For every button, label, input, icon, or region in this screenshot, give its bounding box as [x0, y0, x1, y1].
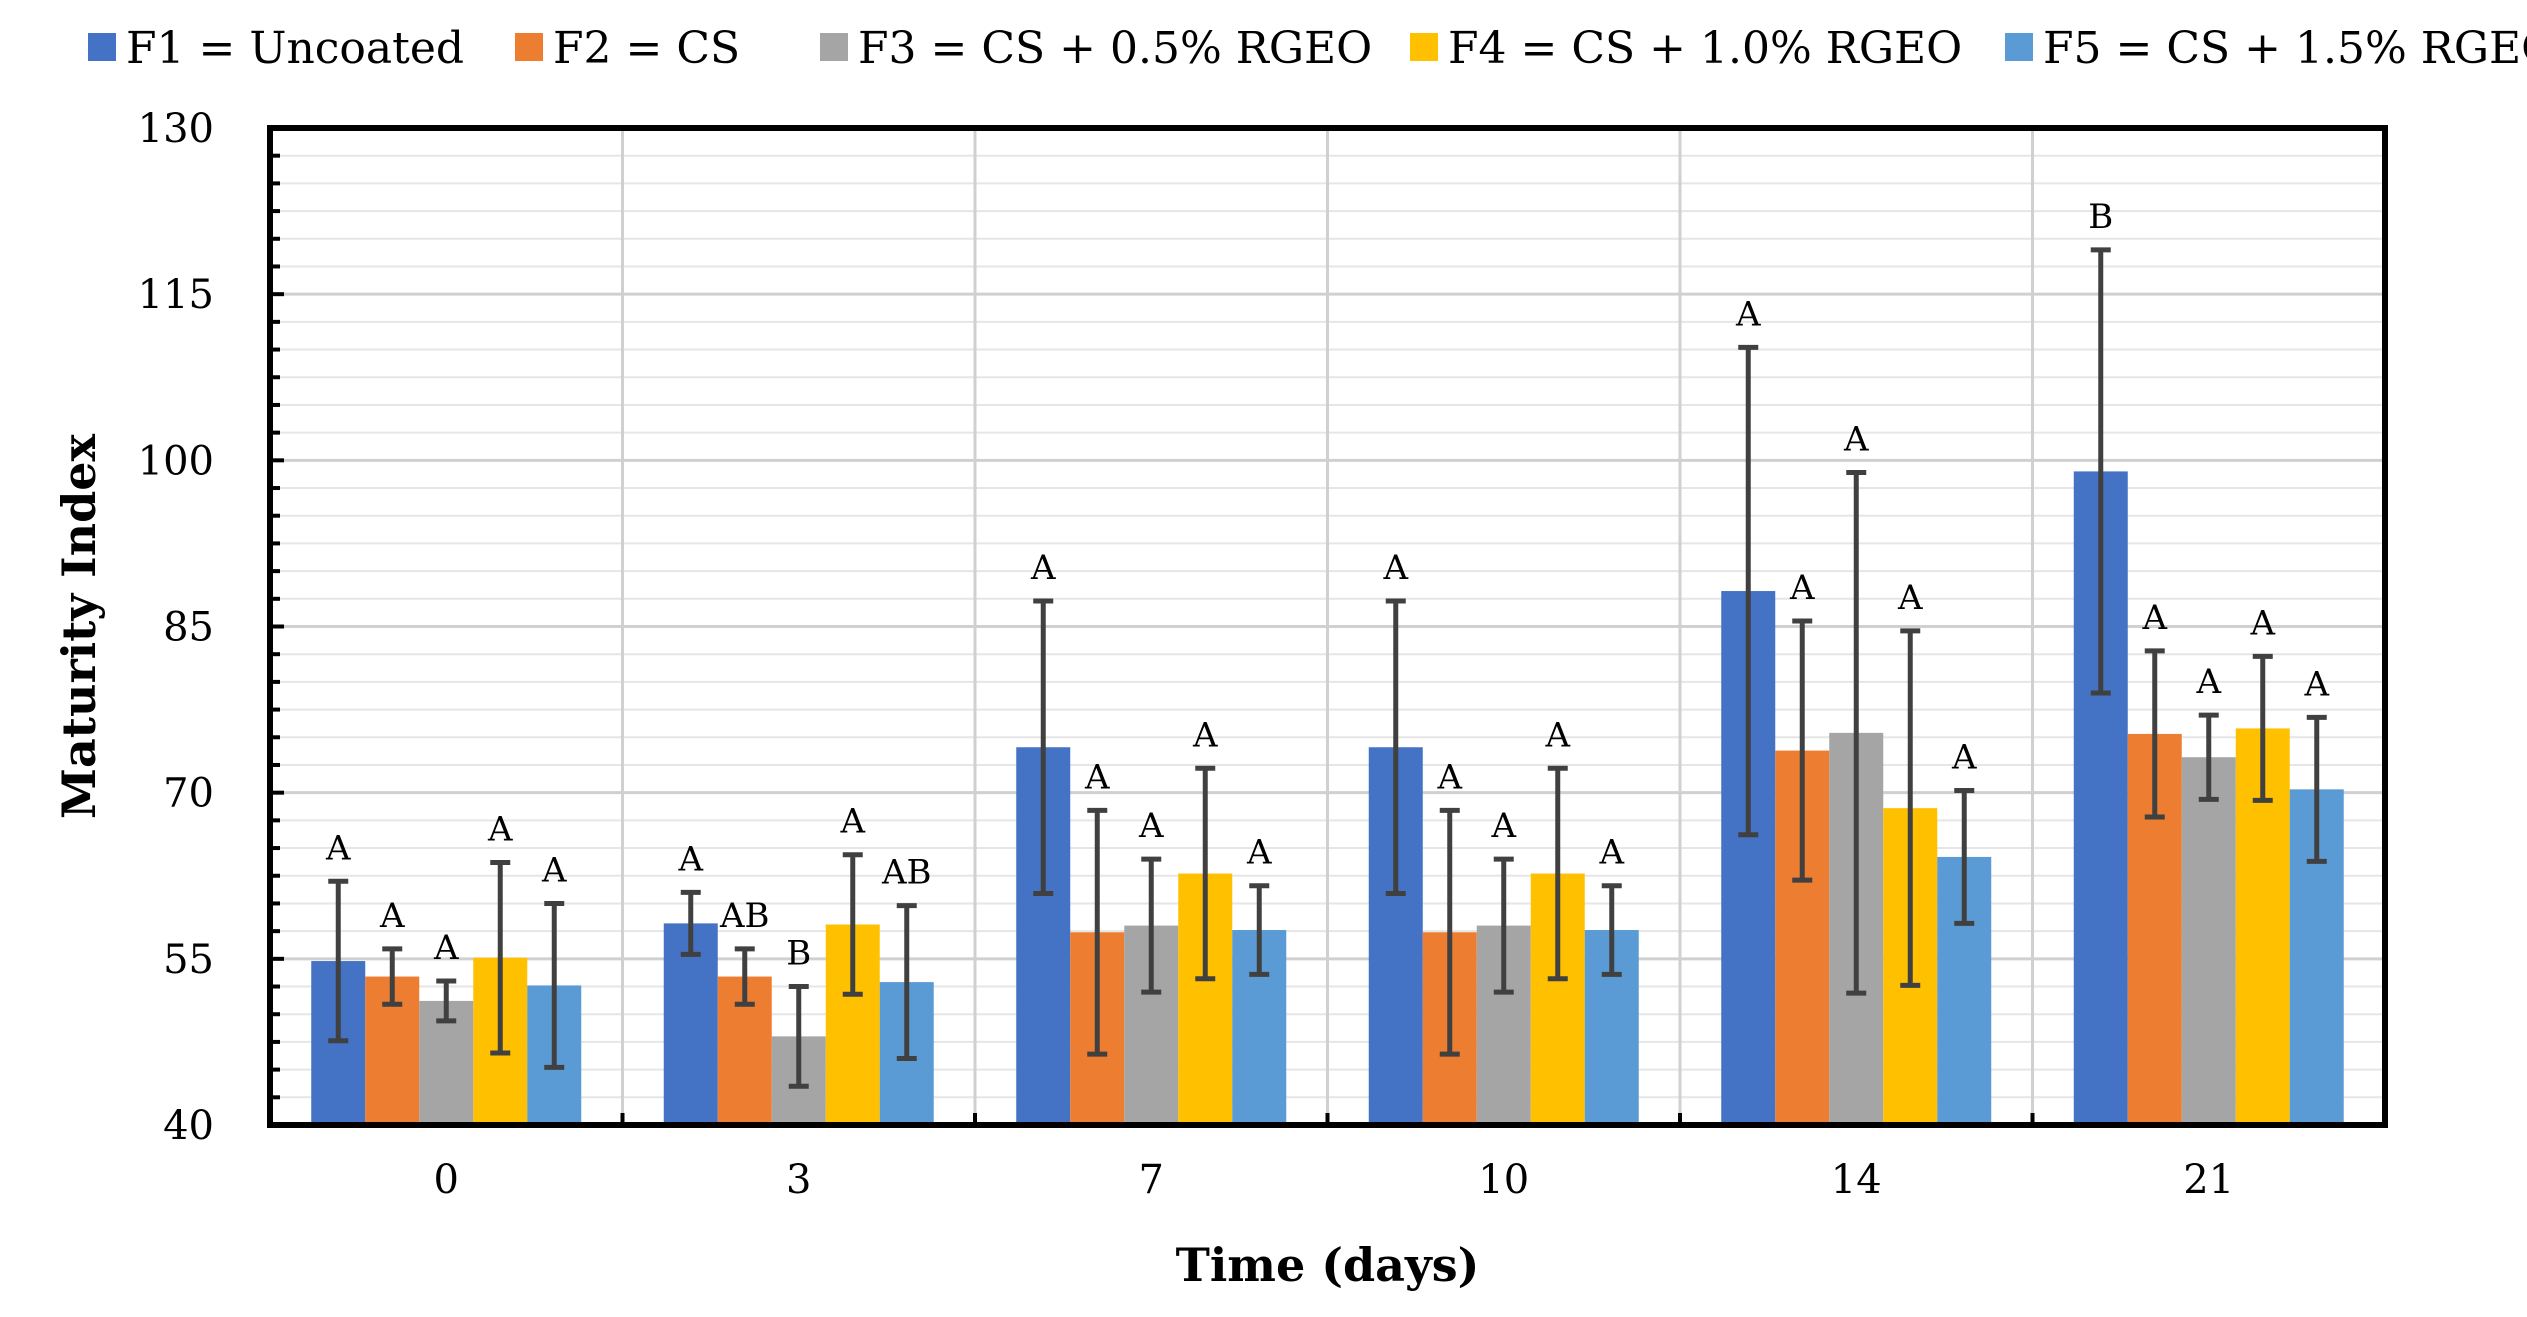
y-tick-label: 115	[138, 272, 214, 318]
significance-letter: A	[487, 809, 513, 849]
legend-label: F4 = CS + 1.0% RGEO	[1448, 23, 1962, 74]
x-tick-label: 3	[786, 1157, 811, 1203]
significance-letter: A	[1030, 548, 1056, 588]
significance-letter: A	[379, 896, 405, 936]
significance-letter: A	[1897, 578, 1923, 618]
significance-letter: A	[1490, 806, 1516, 846]
legend-label: F2 = CS	[553, 23, 740, 74]
y-tick-label: 55	[163, 937, 214, 983]
significance-letter: A	[1138, 806, 1164, 846]
y-tick-label: 85	[163, 605, 214, 651]
significance-letter: A	[1735, 294, 1761, 334]
significance-letter: A	[1598, 833, 1624, 873]
significance-letter: A	[1246, 833, 1272, 873]
legend-swatch	[2005, 33, 2033, 61]
significance-letter: A	[2195, 662, 2221, 702]
significance-letter: A	[433, 928, 459, 968]
legend-label: F3 = CS + 0.5% RGEO	[858, 23, 1372, 74]
significance-letter: AB	[881, 853, 932, 893]
significance-letter: AB	[719, 896, 770, 936]
y-tick-label: 100	[138, 438, 214, 484]
significance-letter: A	[1544, 715, 1570, 755]
y-tick-label: 130	[138, 106, 214, 152]
significance-letter: A	[541, 850, 567, 890]
significance-letter: A	[1192, 715, 1218, 755]
significance-letter: B	[2088, 197, 2113, 237]
y-axis-tick-labels: 40 55 70 85 100 115 130	[138, 106, 214, 1149]
significance-letter: A	[1382, 548, 1408, 588]
y-axis-minor-ticks	[270, 126, 2035, 1127]
significance-letter: A	[2249, 603, 2275, 643]
legend-label: F5 = CS + 1.5% RGEO	[2043, 23, 2527, 74]
x-axis-title: Time (days)	[1176, 1238, 1480, 1292]
significance-letter: A	[2303, 664, 2329, 704]
bar	[663, 923, 718, 1125]
y-tick-label: 40	[163, 1103, 214, 1149]
significance-letter: A	[839, 802, 865, 842]
bar	[2181, 757, 2236, 1125]
x-axis-tick-labels: 0 3 7 10 14 21	[434, 1157, 2235, 1203]
legend-swatch	[820, 33, 848, 61]
significance-letter: A	[325, 828, 351, 868]
x-tick-label: 10	[1478, 1157, 1529, 1203]
significance-letter: A	[2141, 598, 2167, 638]
significance-letter: A	[1951, 737, 1977, 777]
y-axis-title: Maturity Index	[52, 433, 106, 819]
y-tick-label: 70	[163, 771, 214, 817]
x-tick-label: 7	[1139, 1157, 1164, 1203]
legend-swatch	[1410, 33, 1438, 61]
significance-letter: A	[1084, 757, 1110, 797]
significance-letter: A	[1843, 420, 1869, 460]
legend-swatch	[515, 33, 543, 61]
significance-letter: A	[1789, 568, 1815, 608]
significance-letter: A	[1436, 757, 1462, 797]
chart-legend: F1 = Uncoated F2 = CS F3 = CS + 0.5% RGEO F…	[88, 23, 2527, 74]
chart-error-bars	[328, 247, 2327, 1089]
chart-gridlines	[270, 128, 2385, 1125]
legend-swatch	[88, 33, 116, 61]
x-tick-label: 14	[1831, 1157, 1882, 1203]
significance-letter: B	[786, 934, 811, 974]
significance-letter: A	[677, 839, 703, 879]
x-tick-label: 21	[2183, 1157, 2234, 1203]
legend-label: F1 = Uncoated	[126, 23, 464, 74]
x-tick-label: 0	[434, 1157, 459, 1203]
